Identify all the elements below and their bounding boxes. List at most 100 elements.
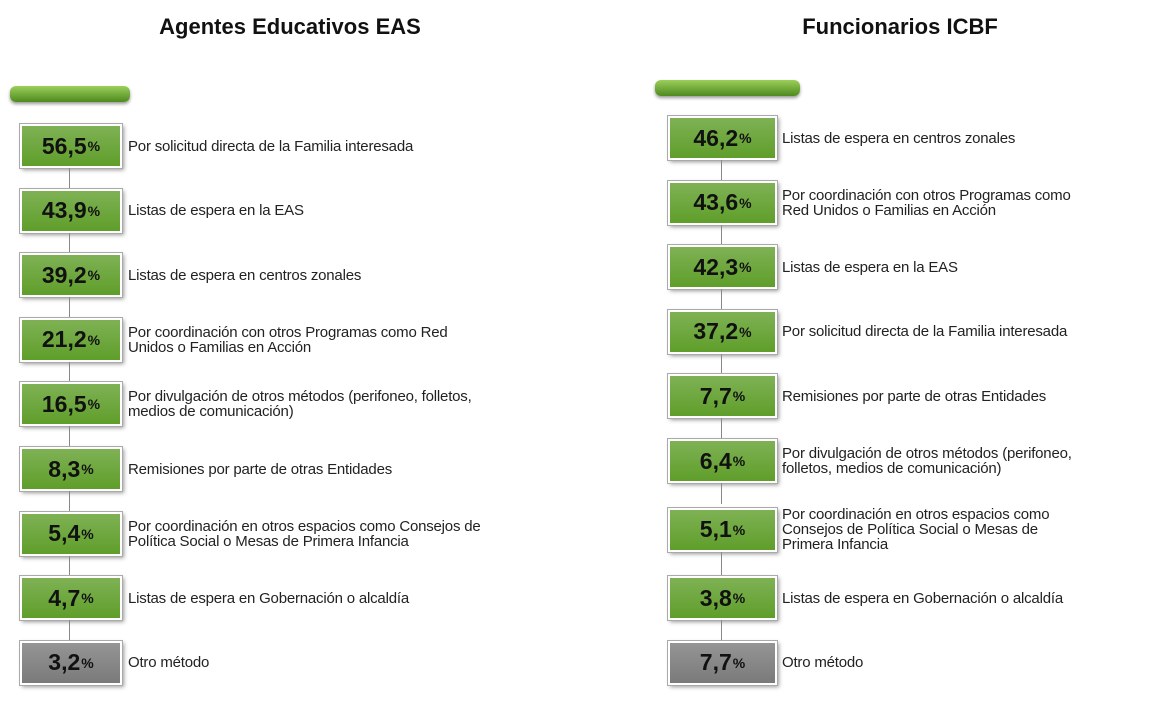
method-label: Por coordinación con otros Programas com… bbox=[128, 318, 448, 362]
connector bbox=[720, 353, 722, 375]
percent-value: 43,9 bbox=[41, 197, 87, 224]
method-label: Por divulgación de otros métodos (perifo… bbox=[782, 439, 1072, 483]
method-label: Listas de espera en Gobernación o alcald… bbox=[782, 576, 1063, 620]
percent-box: 4,7% bbox=[20, 576, 122, 621]
percent-value: 5,4 bbox=[48, 520, 81, 547]
percent-unit: % bbox=[87, 331, 101, 348]
method-label: Por coordinación con otros Programas com… bbox=[782, 181, 1071, 225]
percent-box: 7,7% bbox=[668, 374, 777, 419]
method-label: Otro método bbox=[782, 641, 863, 685]
method-label: Listas de espera en centros zonales bbox=[128, 253, 361, 297]
percent-box: 56,5% bbox=[20, 124, 122, 168]
label-line: Listas de espera en Gobernación o alcald… bbox=[128, 589, 409, 607]
percent-box: 5,4% bbox=[20, 511, 122, 556]
label-line: Por coordinación en otros espacios como … bbox=[128, 517, 481, 535]
label-line: Listas de espera en centros zonales bbox=[128, 266, 362, 284]
percent-value: 6,4 bbox=[699, 447, 732, 474]
percent-box: 39,2% bbox=[20, 253, 122, 298]
scroll-header bbox=[10, 86, 130, 102]
percent-unit: % bbox=[739, 130, 752, 146]
percent-value: 42,3 bbox=[693, 253, 739, 280]
method-label: Remisiones por parte de otras Entidades bbox=[782, 374, 1046, 418]
percent-unit: % bbox=[81, 654, 94, 671]
percent-unit: % bbox=[732, 521, 746, 538]
percent-value: 56,5 bbox=[41, 132, 87, 159]
percent-unit: % bbox=[81, 525, 94, 542]
label-line: Listas de espera en la EAS bbox=[128, 202, 304, 220]
connector bbox=[720, 551, 722, 577]
scroll-header bbox=[655, 80, 800, 96]
percent-unit: % bbox=[87, 267, 101, 284]
percent-value: 3,2 bbox=[48, 649, 81, 676]
label-line: Otro método bbox=[128, 654, 210, 672]
connector bbox=[720, 289, 722, 310]
percent-box: 16,5% bbox=[20, 382, 122, 427]
percent-value: 5,1 bbox=[699, 516, 732, 543]
percent-box: 6,4% bbox=[668, 439, 777, 483]
connector bbox=[69, 620, 70, 641]
percent-unit: % bbox=[732, 453, 746, 469]
method-label: Por divulgación de otros métodos (perifo… bbox=[128, 382, 472, 426]
percent-value: 4,7 bbox=[48, 584, 81, 611]
percent-value: 7,7 bbox=[699, 649, 732, 676]
percent-box: 7,7% bbox=[668, 640, 777, 685]
connector bbox=[69, 168, 70, 189]
percent-value: 7,7 bbox=[699, 382, 732, 409]
method-label: Listas de espera en la EAS bbox=[782, 245, 958, 289]
label-line: Remisiones por parte de otras Entidades bbox=[128, 460, 393, 478]
connector bbox=[720, 483, 722, 504]
connector bbox=[720, 620, 722, 641]
percent-unit: % bbox=[739, 259, 752, 276]
connector bbox=[720, 224, 722, 246]
percent-box: 3,2% bbox=[20, 640, 122, 685]
label-line: Por divulgación de otros métodos (perifo… bbox=[128, 388, 472, 406]
percent-unit: % bbox=[739, 323, 752, 340]
method-label: Listas de espera en la EAS bbox=[128, 189, 304, 233]
connector bbox=[69, 232, 70, 254]
method-label: Por coordinación en otros espacios como … bbox=[128, 512, 481, 556]
label-line: Por solicitud directa de la Familia inte… bbox=[128, 137, 414, 155]
method-label: Por solicitud directa de la Familia inte… bbox=[782, 310, 1067, 354]
percent-value: 21,2 bbox=[41, 326, 87, 353]
panel-title: Agentes Educativos EAS bbox=[159, 14, 421, 39]
label-line: Por coordinación con otros Programas com… bbox=[128, 323, 448, 341]
connector bbox=[720, 418, 722, 439]
label-line: Red Unidos o Familias en Acción bbox=[782, 201, 996, 219]
percent-value: 3,8 bbox=[699, 584, 732, 611]
label-line: Política Social o Mesas de Primera Infan… bbox=[128, 532, 409, 550]
percent-value: 39,2 bbox=[41, 261, 87, 288]
connector bbox=[69, 361, 70, 383]
label-line: Remisiones por parte de otras Entidades bbox=[782, 387, 1047, 405]
method-label: Listas de espera en centros zonales bbox=[782, 116, 1015, 160]
label-line: Otro método bbox=[782, 654, 864, 672]
percent-unit: % bbox=[81, 590, 94, 607]
connector bbox=[69, 555, 70, 577]
percent-unit: % bbox=[732, 654, 746, 671]
method-label: Listas de espera en Gobernación o alcald… bbox=[128, 576, 409, 620]
label-line: Primera Infancia bbox=[782, 536, 889, 554]
method-label: Por solicitud directa de la Familia inte… bbox=[128, 124, 413, 168]
percent-value: 43,6 bbox=[693, 189, 739, 216]
connector bbox=[69, 491, 70, 512]
label-line: Por solicitud directa de la Familia inte… bbox=[782, 323, 1068, 341]
connector bbox=[69, 297, 70, 318]
percent-box: 3,8% bbox=[668, 576, 777, 621]
percent-box: 21,2% bbox=[20, 317, 122, 362]
percent-value: 37,2 bbox=[693, 318, 739, 345]
label-line: Consejos de Política Social o Mesas de bbox=[782, 521, 1038, 539]
percent-box: 5,1% bbox=[668, 507, 777, 552]
label-line: Por divulgación de otros métodos (perifo… bbox=[782, 445, 1072, 462]
label-line: Listas de espera en la EAS bbox=[782, 258, 958, 276]
method-label: Otro método bbox=[128, 641, 209, 685]
percent-unit: % bbox=[87, 138, 101, 154]
percent-unit: % bbox=[732, 590, 746, 607]
percent-box: 42,3% bbox=[668, 245, 777, 290]
percent-box: 46,2% bbox=[668, 116, 777, 160]
connector bbox=[69, 426, 70, 447]
percent-unit: % bbox=[87, 396, 101, 413]
label-line: folletos, medios de comunicación) bbox=[782, 460, 1002, 477]
label-line: Listas de espera en centros zonales bbox=[782, 129, 1016, 147]
connector bbox=[720, 160, 722, 181]
panel-title: Funcionarios ICBF bbox=[802, 14, 998, 39]
label-line: Unidos o Familias en Acción bbox=[128, 338, 312, 356]
